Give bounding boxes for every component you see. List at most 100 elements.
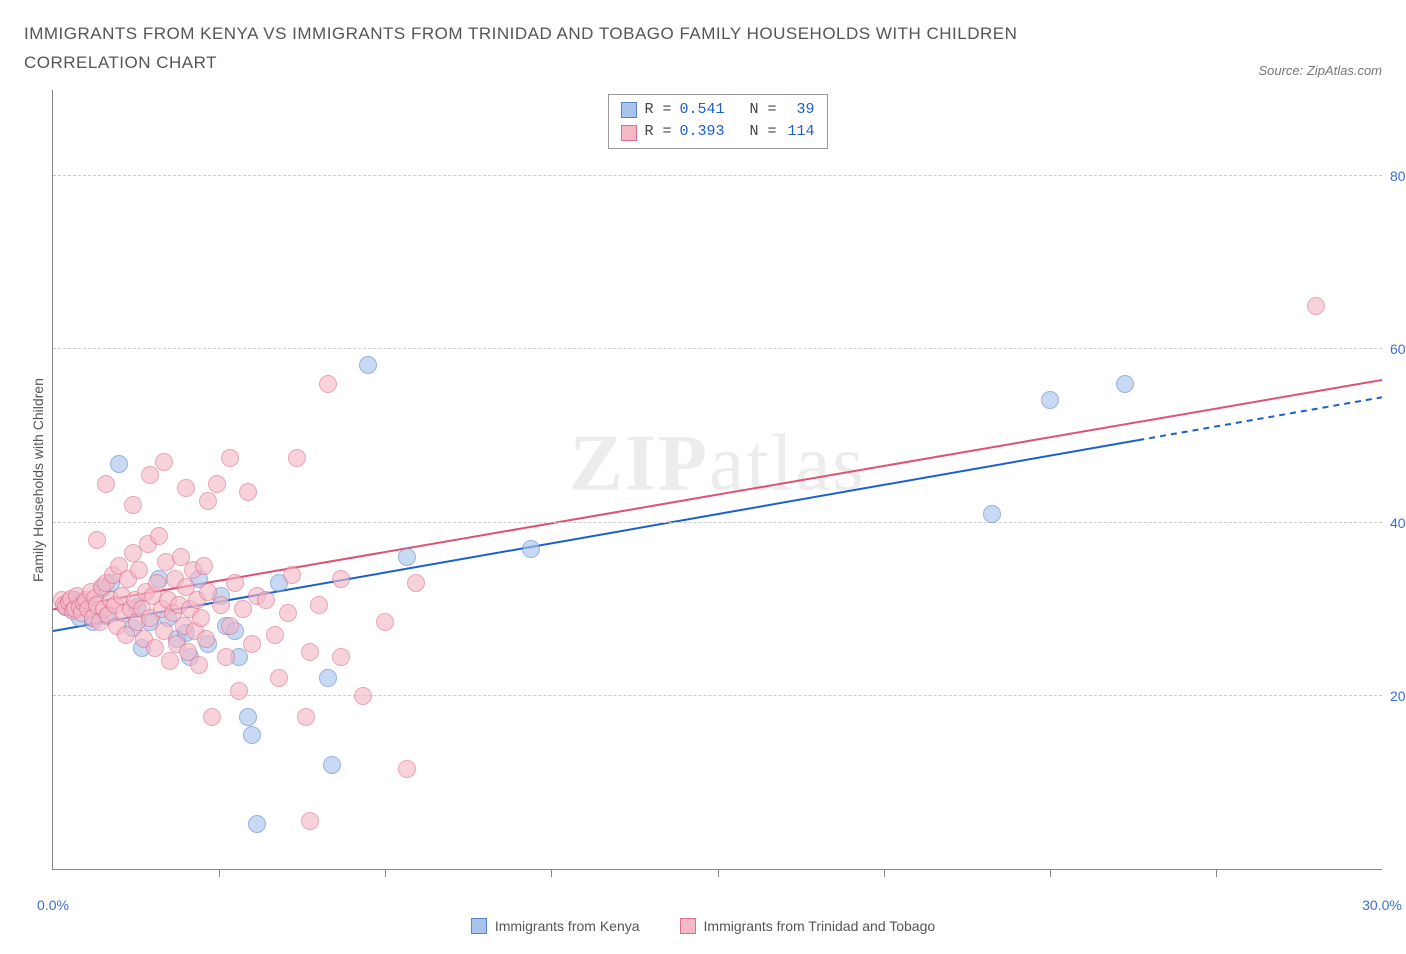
r-label: R = bbox=[644, 121, 671, 144]
data-point-trinidad bbox=[279, 604, 297, 622]
chart-title: IMMIGRANTS FROM KENYA VS IMMIGRANTS FROM… bbox=[24, 20, 1124, 78]
stats-row-trinidad: R = 0.393 N = 114 bbox=[620, 121, 814, 144]
data-point-trinidad bbox=[221, 449, 239, 467]
r-value-kenya: 0.541 bbox=[679, 99, 724, 122]
data-point-trinidad bbox=[301, 812, 319, 830]
x-tick bbox=[718, 869, 719, 877]
x-tick bbox=[884, 869, 885, 877]
x-tick bbox=[1216, 869, 1217, 877]
header-row: IMMIGRANTS FROM KENYA VS IMMIGRANTS FROM… bbox=[24, 20, 1382, 78]
data-point-trinidad bbox=[208, 475, 226, 493]
data-point-trinidad bbox=[332, 648, 350, 666]
n-value-trinidad: 114 bbox=[785, 121, 815, 144]
data-point-trinidad bbox=[283, 566, 301, 584]
data-point-trinidad bbox=[332, 570, 350, 588]
data-point-trinidad bbox=[257, 591, 275, 609]
legend-swatch-trinidad bbox=[680, 918, 696, 934]
n-label: N = bbox=[750, 99, 777, 122]
data-point-trinidad bbox=[146, 639, 164, 657]
data-point-kenya bbox=[522, 540, 540, 558]
data-point-trinidad bbox=[226, 574, 244, 592]
watermark-bold: ZIP bbox=[570, 419, 709, 507]
data-point-trinidad bbox=[130, 561, 148, 579]
data-point-trinidad bbox=[203, 708, 221, 726]
data-point-kenya bbox=[248, 815, 266, 833]
x-tick bbox=[219, 869, 220, 877]
data-point-trinidad bbox=[192, 609, 210, 627]
swatch-kenya bbox=[620, 102, 636, 118]
source-attribution: Source: ZipAtlas.com bbox=[1258, 63, 1382, 78]
data-point-trinidad bbox=[288, 449, 306, 467]
data-point-trinidad bbox=[230, 682, 248, 700]
x-tick-label: 0.0% bbox=[37, 897, 69, 913]
data-point-kenya bbox=[239, 708, 257, 726]
data-point-trinidad bbox=[243, 635, 261, 653]
data-point-kenya bbox=[110, 455, 128, 473]
x-tick bbox=[551, 869, 552, 877]
stats-row-kenya: R = 0.541 N = 39 bbox=[620, 99, 814, 122]
gridline bbox=[53, 695, 1382, 696]
data-point-trinidad bbox=[354, 687, 372, 705]
n-label: N = bbox=[750, 121, 777, 144]
swatch-trinidad bbox=[620, 125, 636, 141]
legend-item-trinidad: Immigrants from Trinidad and Tobago bbox=[680, 918, 936, 934]
x-tick bbox=[1050, 869, 1051, 877]
gridline bbox=[53, 175, 1382, 176]
trendline-extrapolated-kenya bbox=[1138, 397, 1382, 440]
plot-area: ZIPatlas R = 0.541 N = 39 R = 0.393 N = … bbox=[52, 90, 1382, 870]
data-point-kenya bbox=[323, 756, 341, 774]
watermark: ZIPatlas bbox=[570, 418, 866, 509]
data-point-trinidad bbox=[270, 669, 288, 687]
data-point-trinidad bbox=[199, 492, 217, 510]
data-point-trinidad bbox=[195, 557, 213, 575]
data-point-kenya bbox=[319, 669, 337, 687]
data-point-trinidad bbox=[297, 708, 315, 726]
data-point-trinidad bbox=[1307, 297, 1325, 315]
data-point-kenya bbox=[359, 356, 377, 374]
chart-container: Family Households with Children ZIPatlas… bbox=[24, 90, 1382, 870]
data-point-trinidad bbox=[97, 475, 115, 493]
y-tick-label: 40.0% bbox=[1390, 515, 1406, 531]
data-point-trinidad bbox=[301, 643, 319, 661]
data-point-trinidad bbox=[266, 626, 284, 644]
data-point-trinidad bbox=[148, 574, 166, 592]
data-point-trinidad bbox=[177, 479, 195, 497]
data-point-kenya bbox=[398, 548, 416, 566]
data-point-kenya bbox=[243, 726, 261, 744]
watermark-light: atlas bbox=[709, 419, 866, 507]
x-tick bbox=[385, 869, 386, 877]
y-tick-label: 80.0% bbox=[1390, 168, 1406, 184]
data-point-kenya bbox=[983, 505, 1001, 523]
data-point-trinidad bbox=[161, 652, 179, 670]
n-value-kenya: 39 bbox=[785, 99, 815, 122]
legend-swatch-kenya bbox=[471, 918, 487, 934]
data-point-trinidad bbox=[212, 596, 230, 614]
data-point-trinidad bbox=[407, 574, 425, 592]
r-label: R = bbox=[644, 99, 671, 122]
data-point-trinidad bbox=[124, 496, 142, 514]
data-point-trinidad bbox=[398, 760, 416, 778]
gridline bbox=[53, 348, 1382, 349]
x-tick-label: 30.0% bbox=[1362, 897, 1402, 913]
series-legend: Immigrants from Kenya Immigrants from Tr… bbox=[24, 918, 1382, 934]
r-value-trinidad: 0.393 bbox=[679, 121, 724, 144]
y-axis-label: Family Households with Children bbox=[24, 100, 52, 860]
data-point-trinidad bbox=[190, 656, 208, 674]
y-tick-label: 20.0% bbox=[1390, 688, 1406, 704]
data-point-trinidad bbox=[239, 483, 257, 501]
legend-label-trinidad: Immigrants from Trinidad and Tobago bbox=[704, 918, 936, 934]
data-point-trinidad bbox=[319, 375, 337, 393]
legend-item-kenya: Immigrants from Kenya bbox=[471, 918, 640, 934]
data-point-trinidad bbox=[197, 630, 215, 648]
y-tick-label: 60.0% bbox=[1390, 341, 1406, 357]
data-point-kenya bbox=[1116, 375, 1134, 393]
data-point-trinidad bbox=[150, 527, 168, 545]
data-point-kenya bbox=[1041, 391, 1059, 409]
data-point-trinidad bbox=[88, 531, 106, 549]
stats-legend-box: R = 0.541 N = 39 R = 0.393 N = 114 bbox=[607, 94, 827, 149]
data-point-trinidad bbox=[310, 596, 328, 614]
gridline bbox=[53, 522, 1382, 523]
data-point-trinidad bbox=[217, 648, 235, 666]
legend-label-kenya: Immigrants from Kenya bbox=[495, 918, 640, 934]
trend-lines-layer bbox=[53, 90, 1382, 869]
